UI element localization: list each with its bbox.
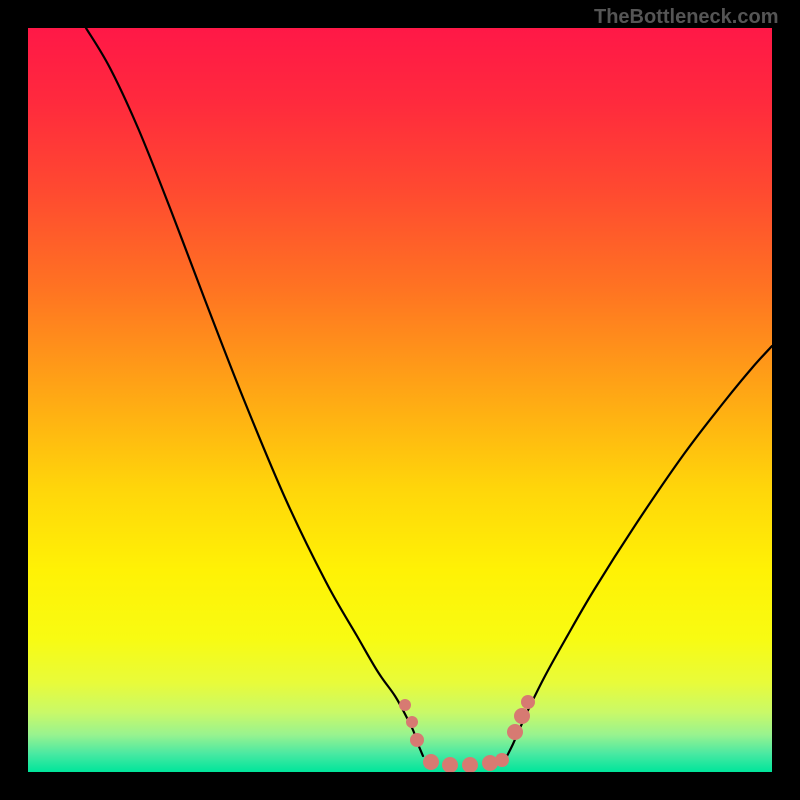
optimal-zone-dot bbox=[406, 716, 418, 728]
optimal-zone-dot bbox=[399, 699, 411, 711]
optimal-zone-dot bbox=[462, 757, 478, 773]
optimal-zone-dot bbox=[442, 757, 458, 773]
plot-background bbox=[28, 28, 772, 772]
bottleneck-chart: TheBottleneck.com bbox=[0, 0, 800, 800]
optimal-zone-dot bbox=[423, 754, 439, 770]
optimal-zone-dot bbox=[507, 724, 523, 740]
figure-container: TheBottleneck.com bbox=[0, 0, 800, 800]
optimal-zone-dot bbox=[410, 733, 424, 747]
watermark-text: TheBottleneck.com bbox=[594, 6, 778, 28]
optimal-zone-dot bbox=[521, 695, 535, 709]
optimal-zone-dot bbox=[495, 753, 509, 767]
optimal-zone-dot bbox=[514, 708, 530, 724]
